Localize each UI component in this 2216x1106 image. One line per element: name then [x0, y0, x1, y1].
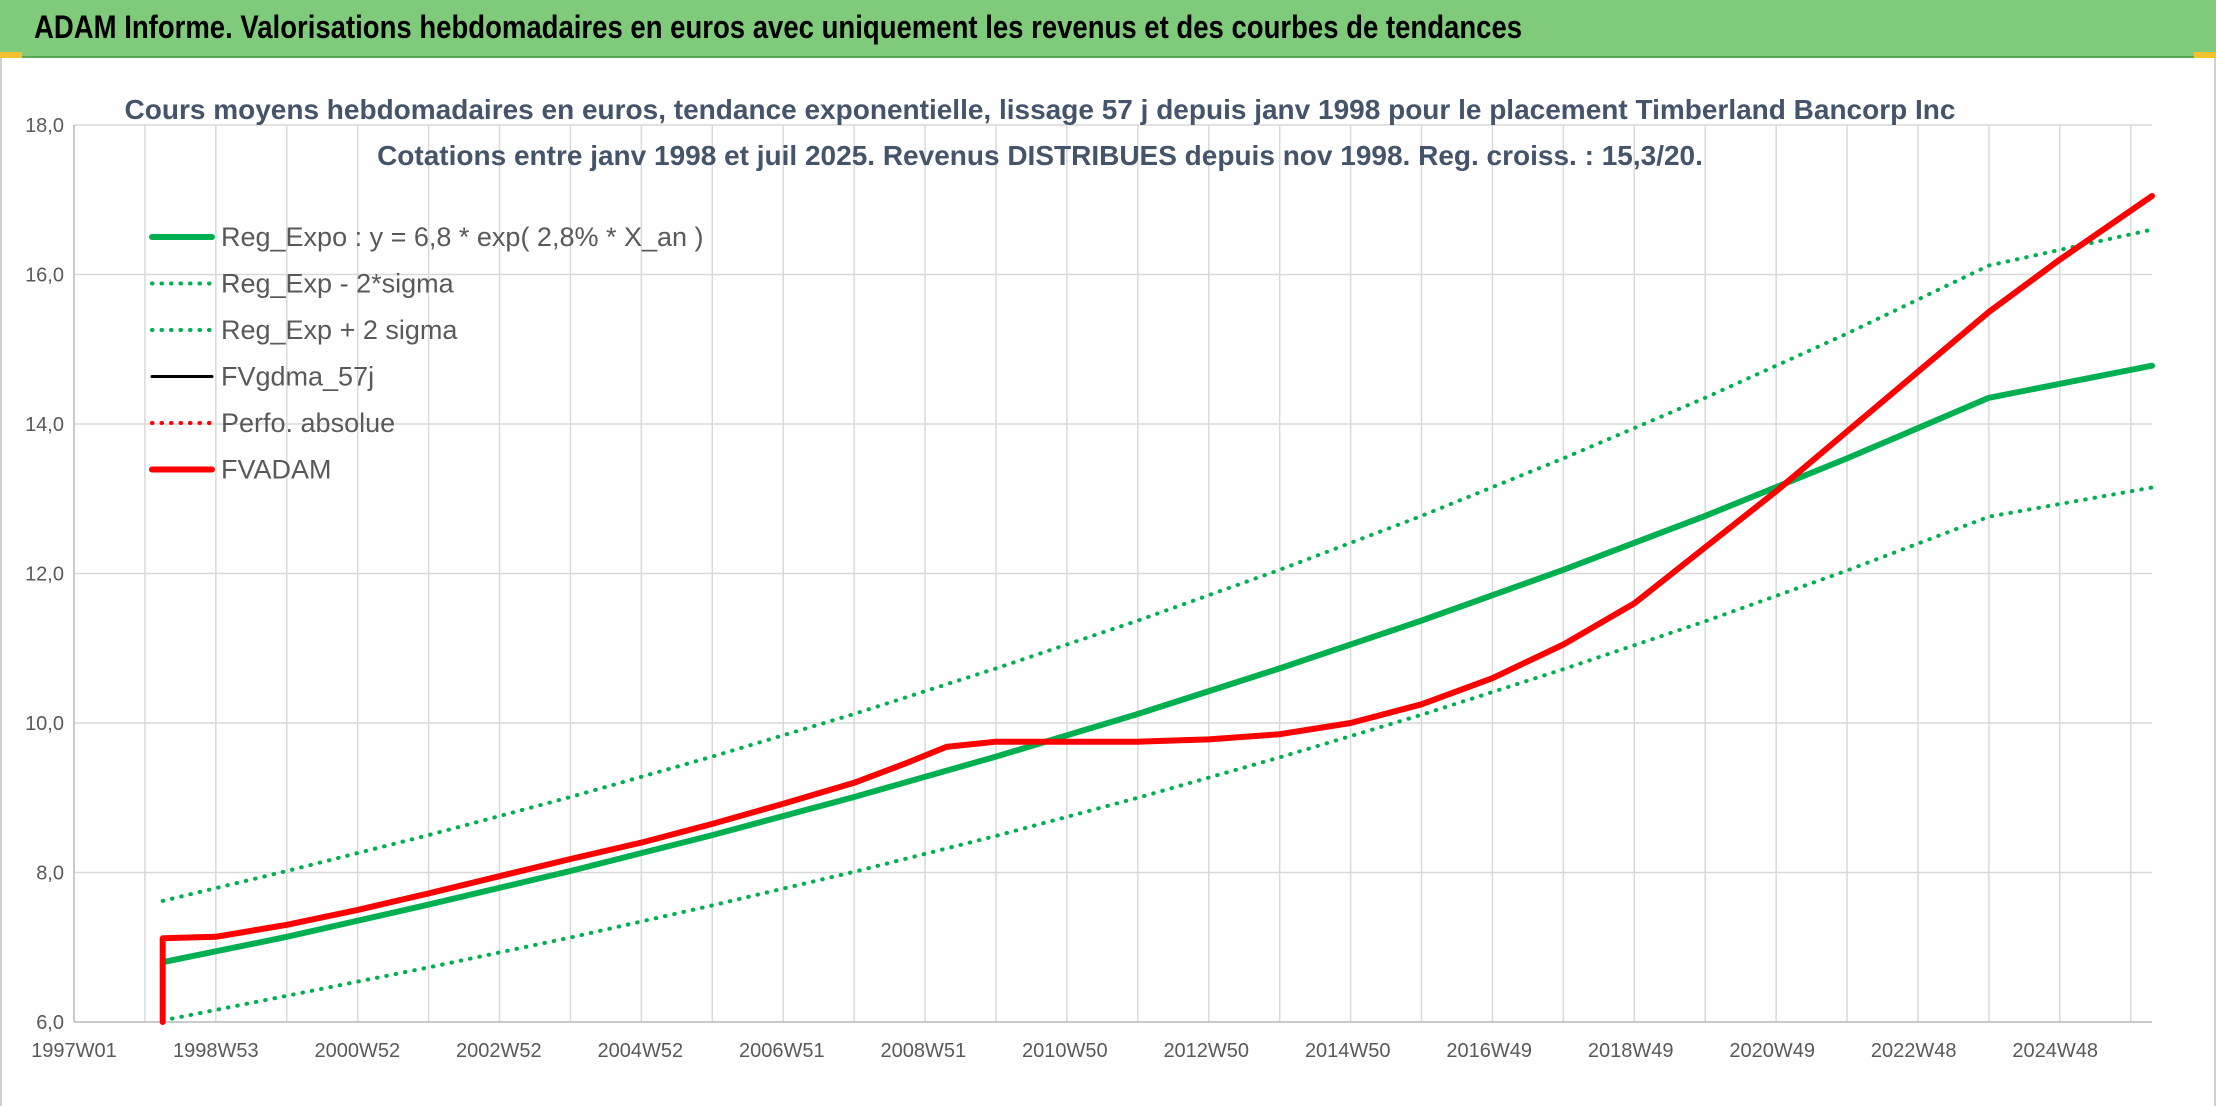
y-tick-label: 12,0: [25, 564, 64, 586]
x-tick-label: 2008W51: [880, 1040, 966, 1062]
x-tick-label: 2002W52: [456, 1040, 542, 1062]
legend-label: FVgdma_57j: [221, 362, 374, 392]
chart-subtitle: Cotations entre janv 1998 et juil 2025. …: [377, 140, 1703, 171]
legend: Reg_Expo : y = 6,8 * exp( 2,8% * X_an ) R…: [149, 222, 704, 485]
x-tick-label: 2006W51: [739, 1040, 825, 1062]
legend-label: Reg_Exp + 2 sigma: [221, 315, 458, 345]
x-tick-label: 2018W49: [1588, 1040, 1674, 1062]
x-tick-label: 2016W49: [1446, 1040, 1532, 1062]
series-line-reg-exp-2-sigma: [160, 485, 2154, 1023]
x-tick-label: 2020W49: [1729, 1040, 1815, 1062]
series-line-reg-expo-y-6-8-exp-2-8-x-an: [159, 362, 2155, 966]
report-banner: ADAM Informe. Valorisations hebdomadaire…: [0, 0, 2216, 58]
x-tick-label: 2014W50: [1305, 1040, 1391, 1062]
report-title: ADAM Informe. Valorisations hebdomadaire…: [34, 9, 1523, 45]
series-line-fvadam: [159, 193, 2155, 1025]
x-tick-label: 2012W50: [1163, 1040, 1249, 1062]
y-tick-label: 6,0: [36, 1012, 64, 1034]
legend-label: Reg_Exp - 2*sigma: [221, 269, 455, 299]
y-tick-label: 18,0: [25, 115, 64, 137]
x-tick-label: 1998W53: [173, 1040, 259, 1062]
corner-mark-top-right: [2194, 52, 2216, 58]
y-tick-label: 8,0: [36, 863, 64, 885]
x-tick-label: 2000W52: [315, 1040, 401, 1062]
chart-title: Cours moyens hebdomadaires en euros, ten…: [125, 94, 1956, 125]
series-lines: [159, 193, 2155, 1025]
axes: 6,0 8,0 10,0 12,0 14,0 16,0 18,0 1997W01 1998W53…: [25, 115, 2152, 1062]
x-tick-label: 2022W48: [1871, 1040, 1957, 1062]
legend-label: Perfo. absolue: [221, 408, 395, 438]
legend-label: Reg_Expo : y = 6,8 * exp( 2,8% * X_an ): [221, 222, 704, 252]
y-tick-label: 16,0: [25, 265, 64, 287]
x-tick-label: 2010W50: [1022, 1040, 1108, 1062]
x-tick-label: 1997W01: [31, 1040, 117, 1062]
y-tick-label: 14,0: [25, 414, 64, 436]
x-tick-label: 2024W48: [2012, 1040, 2098, 1062]
x-tick-label: 2004W52: [597, 1040, 683, 1062]
chart-area: [0, 58, 2216, 1106]
corner-mark-top-left: [0, 52, 22, 58]
y-tick-label: 10,0: [25, 713, 64, 735]
series-line-reg-exp-2-sigma: [160, 227, 2154, 903]
legend-label: FVADAM: [221, 455, 332, 485]
